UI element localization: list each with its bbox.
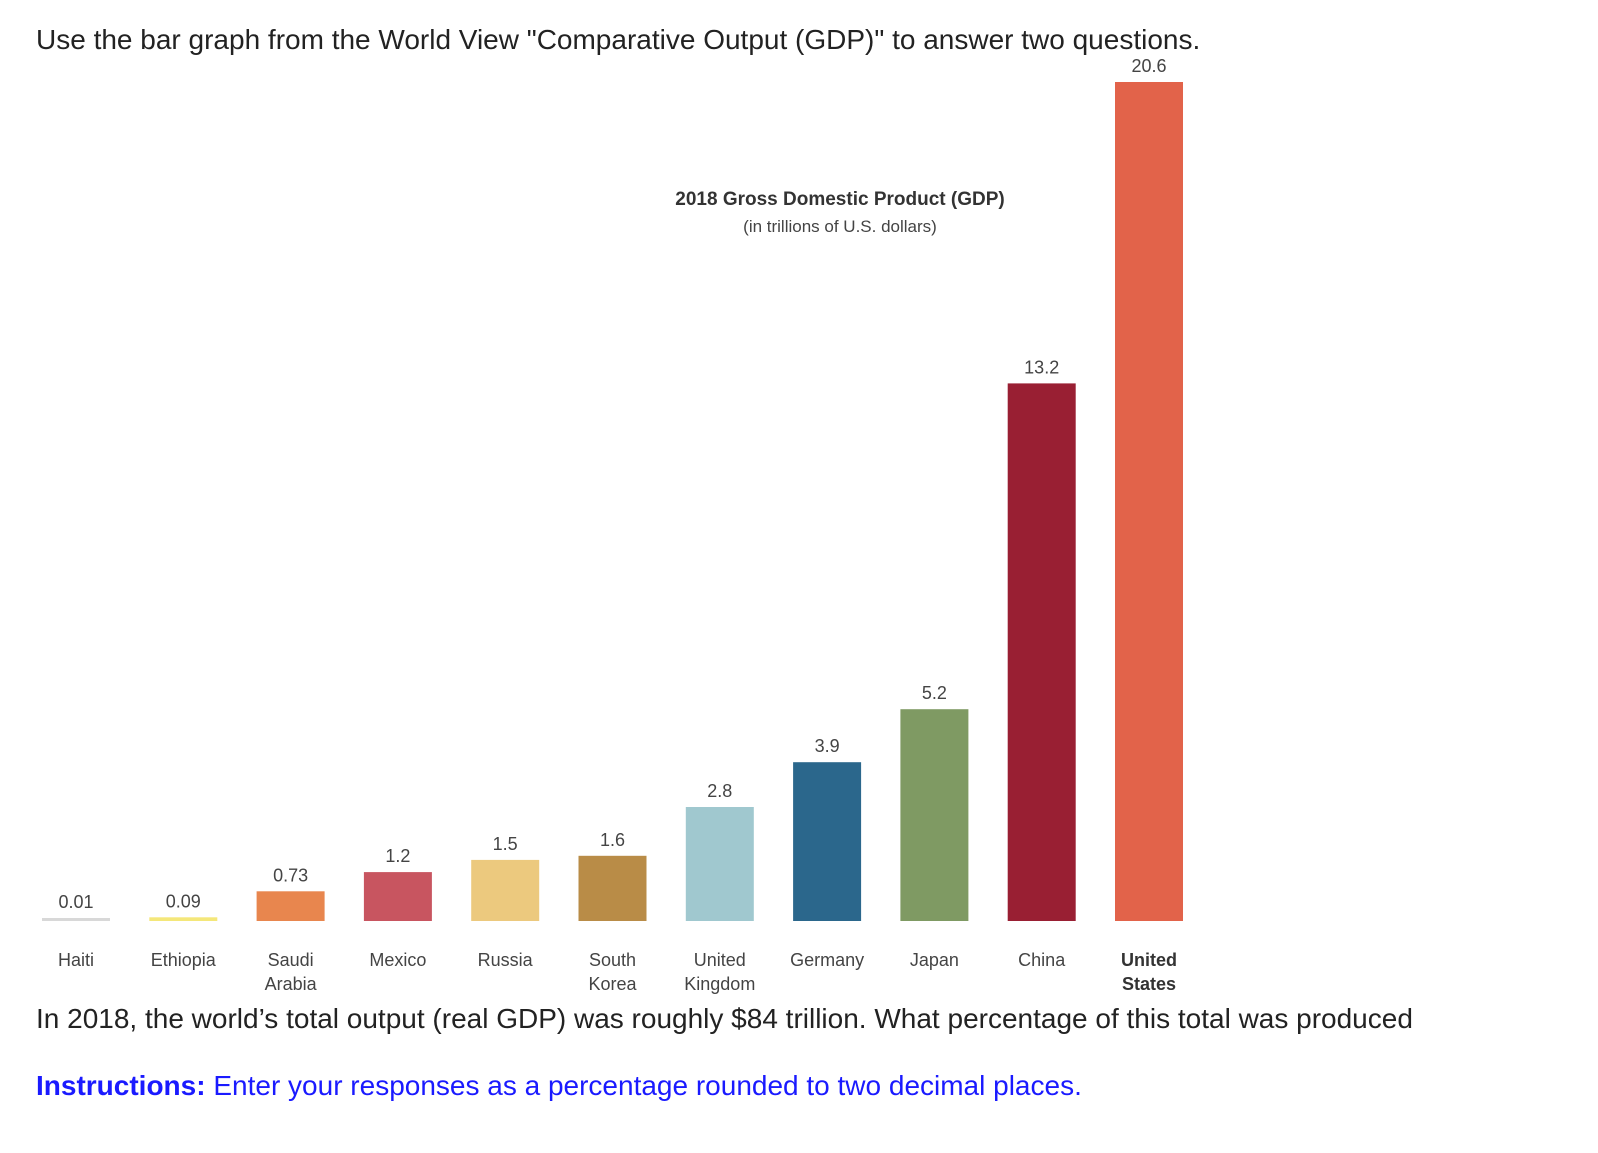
bar-germany [793, 762, 861, 921]
category-label-saudi-arabia: Saudi Arabia [265, 950, 318, 994]
category-label-line: Ethiopia [151, 950, 217, 970]
category-label-line: Japan [910, 950, 959, 970]
value-label-germany: 3.9 [815, 736, 840, 756]
bar-ethiopia [149, 917, 217, 921]
category-label-germany: Germany [790, 950, 864, 970]
bar-mexico [364, 872, 432, 921]
bars-group: 0.01 Haiti 0.09 Ethiopia 0.73 Saudi Arabia 1.2 M… [42, 56, 1183, 994]
bar-china [1008, 383, 1076, 921]
category-label-line: United [1121, 950, 1177, 970]
category-label-mexico: Mexico [369, 950, 426, 970]
category-label-united-kingdom: United Kingdom [684, 950, 755, 994]
category-label-line: South [589, 950, 636, 970]
instructions-label: Instructions: [36, 1070, 206, 1101]
value-label-ethiopia: 0.09 [166, 891, 201, 911]
chart-title: 2018 Gross Domestic Product (GDP) [675, 189, 1004, 210]
category-label-line: Kingdom [684, 974, 755, 994]
category-label-line: United [694, 950, 746, 970]
question-text: In 2018, the world’s total output (real … [36, 1001, 1413, 1037]
category-label-line: China [1018, 950, 1066, 970]
category-label-line: Saudi [268, 950, 314, 970]
bar-japan [900, 709, 968, 921]
chart-subtitle: (in trillions of U.S. dollars) [743, 217, 937, 236]
value-label-south-korea: 1.6 [600, 830, 625, 850]
bar-haiti [42, 918, 110, 921]
category-label-china: China [1018, 950, 1066, 970]
bar-united-kingdom [686, 807, 754, 921]
category-label-ethiopia: Ethiopia [151, 950, 217, 970]
value-label-haiti: 0.01 [58, 892, 93, 912]
bar-saudi-arabia [257, 891, 325, 921]
value-label-united-states: 20.6 [1131, 56, 1166, 76]
bar-united-states [1115, 82, 1183, 921]
value-label-mexico: 1.2 [385, 846, 410, 866]
category-label-line: Russia [478, 950, 534, 970]
value-label-russia: 1.5 [493, 834, 518, 854]
instructions-text: Enter your responses as a percentage rou… [206, 1070, 1082, 1101]
category-label-line: Haiti [58, 950, 94, 970]
value-label-japan: 5.2 [922, 683, 947, 703]
bar-russia [471, 860, 539, 921]
category-label-united-states: United States [1121, 950, 1177, 994]
category-label-line: Germany [790, 950, 864, 970]
category-label-haiti: Haiti [58, 950, 94, 970]
category-label-line: States [1122, 974, 1176, 994]
category-label-south-korea: South Korea [588, 950, 637, 994]
value-label-united-kingdom: 2.8 [707, 781, 732, 801]
value-label-saudi-arabia: 0.73 [273, 865, 308, 885]
category-label-line: Mexico [369, 950, 426, 970]
instructions: Instructions: Enter your responses as a … [36, 1068, 1082, 1104]
category-label-russia: Russia [478, 950, 534, 970]
value-label-china: 13.2 [1024, 357, 1059, 377]
category-label-japan: Japan [910, 950, 959, 970]
category-label-line: Korea [588, 974, 637, 994]
bar-south-korea [579, 856, 647, 921]
category-label-line: Arabia [265, 974, 318, 994]
